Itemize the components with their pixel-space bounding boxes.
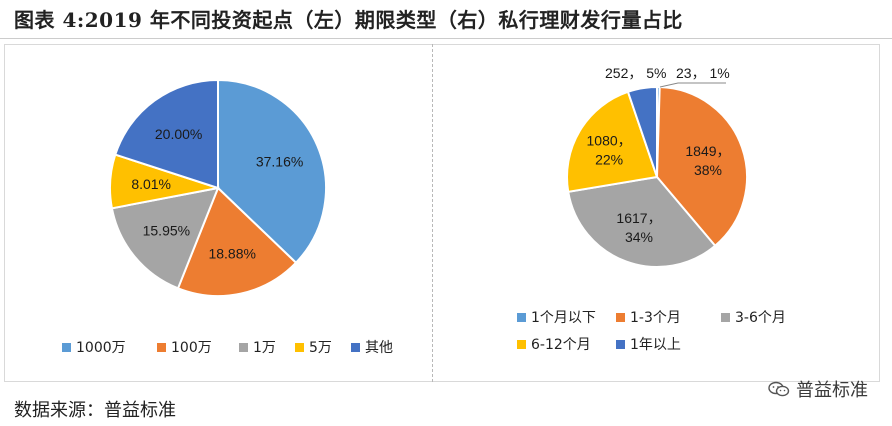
figure-title: 图表 4:2019 年不同投资起点（左）期限类型（右）私行理财发行量占比 — [14, 8, 683, 32]
pie-0-legend-label-4: 其他 — [365, 340, 393, 356]
pie-1-data-label-0: 23， 1% — [676, 65, 730, 81]
source-note: 数据来源：普益标准 — [14, 400, 176, 421]
pie-1-slice-3 — [566, 90, 659, 193]
pie-1-legend-label-0: 1个月以下 — [531, 310, 596, 326]
pie-1-legend-swatch-0 — [517, 313, 526, 322]
pie-1-data-label-4: 252， 5% — [605, 65, 666, 81]
pie-0 — [109, 78, 327, 297]
pie-0-legend-label-0: 1000万 — [76, 340, 126, 356]
pie-1-legend-label-3: 6-12个月 — [531, 337, 591, 353]
pie-1-slice-2 — [567, 175, 717, 268]
pie-0-legend-swatch-4 — [351, 343, 360, 352]
pie-0-legend-swatch-3 — [295, 343, 304, 352]
pie-1-legend-swatch-4 — [616, 340, 625, 349]
pie-1-legend-swatch-1 — [616, 313, 625, 322]
left-chart-frame — [4, 44, 432, 382]
wechat-icon — [768, 381, 790, 397]
pie-0-legend-label-2: 1万 — [253, 340, 276, 356]
pie-1-data-label-2-pct: 34% — [625, 229, 653, 245]
pie-1-leader-line — [659, 82, 726, 88]
pie-0-legend-swatch-1 — [157, 343, 166, 352]
pie-1-legend-swatch-3 — [517, 340, 526, 349]
pie-1-legend-label-1: 1-3个月 — [630, 310, 681, 326]
pie-1-slice-1 — [655, 86, 748, 248]
pie-0-data-label-3: 8.01% — [131, 176, 171, 192]
pie-1-data-label-1-value: 1849， — [685, 143, 730, 159]
pie-0-slice-0 — [217, 78, 327, 265]
pie-1-data-label-3-pct: 22% — [595, 151, 623, 167]
panel-divider — [432, 44, 433, 382]
pie-1-data-label-1-pct: 38% — [694, 162, 722, 178]
pie-1 — [566, 85, 748, 268]
pie-1-data-label-2-value: 1617， — [616, 210, 661, 226]
pie-1-legend-swatch-2 — [721, 313, 730, 322]
pie-0-slice-2 — [110, 186, 220, 290]
pie-0-legend-swatch-0 — [62, 343, 71, 352]
pie-0-legend: 1000万 100万 1万 5万 其他 — [62, 340, 393, 356]
right-chart-frame — [432, 44, 880, 382]
pie-0-legend-label-3: 5万 — [309, 340, 332, 356]
watermark-text: 普益标准 — [796, 380, 868, 401]
pie-0-data-label-4: 20.00% — [155, 126, 202, 142]
pie-1-legend-label-2: 3-6个月 — [735, 310, 786, 326]
pie-0-legend-label-1: 100万 — [171, 340, 212, 356]
pie-0-legend-swatch-2 — [239, 343, 248, 352]
pie-1-slice-4 — [626, 85, 658, 178]
pie-0-data-label-2: 15.95% — [143, 223, 190, 239]
pie-1-legend-label-4: 1年以上 — [630, 337, 681, 353]
pie-0-slice-4 — [114, 78, 219, 190]
pie-1-data-label-3-value: 1080， — [587, 132, 632, 148]
watermark: 普益标准 — [768, 376, 868, 402]
title-divider — [0, 38, 892, 39]
pie-0-data-label-1: 18.88% — [208, 245, 255, 261]
pie-0-data-label-0: 37.16% — [256, 154, 303, 170]
pie-1-legend: 1个月以下 1-3个月 3-6个月 6-12个月 1年以上 — [517, 310, 786, 353]
